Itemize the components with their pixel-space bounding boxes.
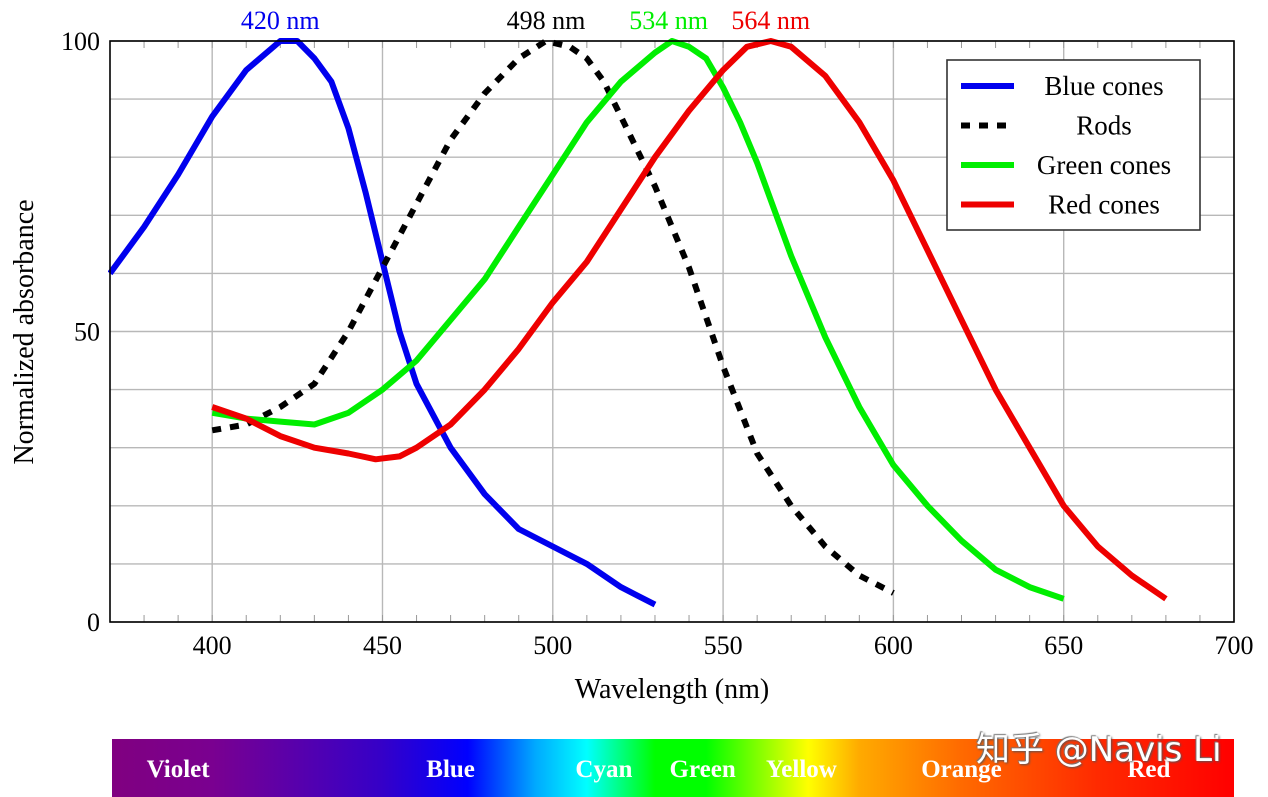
x-tick-label: 450	[363, 631, 402, 660]
spectrum-label-green: Green	[670, 756, 736, 783]
series-line-green-cones	[211, 38, 1065, 602]
peak-labels: 420 nm 498 nm 534 nm 564 nm	[241, 6, 810, 35]
legend-label: Green cones	[1037, 150, 1171, 180]
spectrum-gradient-bar	[112, 739, 1234, 797]
y-tick-label: 100	[61, 27, 100, 56]
x-tick-label: 700	[1215, 631, 1254, 660]
legend-label: Red cones	[1048, 190, 1160, 220]
spectrum-label-yellow: Yellow	[766, 756, 837, 783]
spectrum-label-violet: Violet	[147, 756, 211, 783]
x-tick-label: 650	[1044, 631, 1083, 660]
x-tick-label: 400	[193, 631, 232, 660]
series-line-red-cones	[211, 38, 1168, 602]
legend: Blue cones Rods Green cones Red cones	[946, 59, 1201, 231]
y-axis-title: Normalized absorbance	[9, 199, 40, 464]
peak-label: 564 nm	[731, 6, 810, 35]
x-axis-title: Wavelength (nm)	[575, 674, 769, 705]
spectrum-bar: Violet Blue Cyan Green Yellow Orange Red	[112, 739, 1234, 797]
series-line-rods	[211, 38, 895, 596]
plot-frame	[109, 40, 1235, 623]
spectrum-label-orange: Orange	[921, 756, 1002, 783]
x-tick-label: 500	[533, 631, 572, 660]
x-tick-label: 550	[704, 631, 743, 660]
x-tick-label: 600	[874, 631, 913, 660]
legend-label: Rods	[1076, 111, 1132, 141]
spectrum-label-red: Red	[1127, 756, 1170, 783]
axis-ticks	[109, 41, 1235, 622]
y-tick-label: 50	[74, 318, 100, 347]
legend-label: Blue cones	[1044, 71, 1163, 101]
spectrum-label-cyan: Cyan	[575, 756, 632, 783]
peak-label: 420 nm	[241, 6, 320, 35]
watermark: 知乎 @Navis Li	[976, 730, 1222, 770]
peak-label: 498 nm	[507, 6, 586, 35]
spectrum-labels: Violet Blue Cyan Green Yellow Orange Red	[147, 756, 1171, 783]
series-layer	[108, 38, 1168, 608]
peak-label: 534 nm	[629, 6, 708, 35]
series-line-blue-cones	[108, 38, 657, 608]
y-tick-labels: 0 50 100	[61, 27, 100, 637]
y-tick-label: 0	[87, 608, 100, 637]
spectrum-label-blue: Blue	[426, 756, 475, 783]
x-tick-labels: 400 450 500 550 600 650 700	[193, 631, 1254, 660]
